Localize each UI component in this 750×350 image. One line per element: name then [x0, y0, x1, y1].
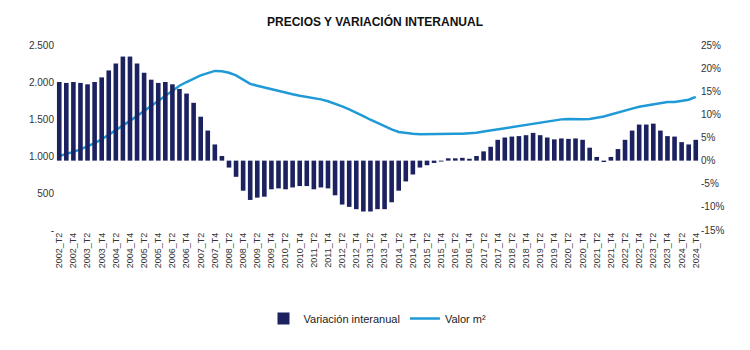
svg-text:2002_T2: 2002_T2: [54, 233, 64, 269]
svg-text:Variación interanual: Variación interanual: [304, 313, 400, 325]
svg-text:2023_T4: 2023_T4: [662, 233, 672, 269]
svg-text:2010_T4: 2010_T4: [295, 233, 305, 269]
svg-text:2012_T4: 2012_T4: [351, 233, 361, 269]
svg-text:10%: 10%: [701, 109, 721, 120]
svg-text:2013_T2: 2013_T2: [365, 233, 375, 269]
svg-text:2023_T2: 2023_T2: [648, 233, 658, 269]
svg-text:2008_T4: 2008_T4: [238, 233, 248, 269]
svg-text:2021_T2: 2021_T2: [592, 233, 602, 269]
svg-text:500: 500: [37, 188, 54, 199]
svg-text:2.500: 2.500: [29, 40, 54, 51]
svg-text:2020_T2: 2020_T2: [563, 233, 573, 269]
svg-text:2003_T2: 2003_T2: [82, 233, 92, 269]
svg-text:2019_T4: 2019_T4: [549, 233, 559, 269]
svg-text:2008_T2: 2008_T2: [224, 233, 234, 269]
svg-text:2002_T4: 2002_T4: [68, 233, 78, 269]
svg-text:PRECIOS Y VARIACIÓN INTERANUAL: PRECIOS Y VARIACIÓN INTERANUAL: [267, 14, 483, 29]
svg-text:-: -: [51, 225, 54, 236]
svg-text:2021_T4: 2021_T4: [606, 233, 616, 269]
svg-text:-15%: -15%: [701, 225, 724, 236]
svg-text:2011_T2: 2011_T2: [309, 233, 319, 268]
svg-text:2010_T2: 2010_T2: [280, 233, 290, 269]
svg-text:2005_T4: 2005_T4: [153, 233, 163, 269]
svg-text:5%: 5%: [701, 132, 716, 143]
svg-text:2024_T4: 2024_T4: [691, 233, 701, 269]
svg-text:2013_T4: 2013_T4: [379, 233, 389, 269]
svg-text:2016_T4: 2016_T4: [464, 233, 474, 269]
svg-text:15%: 15%: [701, 86, 721, 97]
svg-text:2020_T4: 2020_T4: [578, 233, 588, 269]
svg-text:1.500: 1.500: [29, 114, 54, 125]
svg-text:2003_T4: 2003_T4: [97, 233, 107, 269]
svg-text:2015_T4: 2015_T4: [436, 233, 446, 269]
svg-text:2005_T2: 2005_T2: [139, 233, 149, 269]
svg-text:2004_T4: 2004_T4: [125, 233, 135, 269]
svg-text:2022_T2: 2022_T2: [620, 233, 630, 269]
svg-text:2017_T2: 2017_T2: [479, 233, 489, 269]
svg-text:2.000: 2.000: [29, 77, 54, 88]
svg-text:25%: 25%: [701, 40, 721, 51]
svg-text:Valor m²: Valor m²: [445, 313, 486, 325]
svg-text:-5%: -5%: [701, 178, 719, 189]
svg-text:2024_T2: 2024_T2: [677, 233, 687, 269]
svg-text:2014_T4: 2014_T4: [408, 233, 418, 269]
svg-text:20%: 20%: [701, 63, 721, 74]
svg-text:2017_T4: 2017_T4: [493, 233, 503, 269]
svg-text:2019_T2: 2019_T2: [535, 233, 545, 269]
svg-text:0%: 0%: [701, 155, 716, 166]
svg-text:2009_T4: 2009_T4: [266, 233, 276, 269]
svg-text:2006_T4: 2006_T4: [181, 233, 191, 269]
svg-text:2007_T2: 2007_T2: [196, 233, 206, 269]
svg-text:2007_T4: 2007_T4: [210, 233, 220, 269]
svg-text:2018_T2: 2018_T2: [507, 233, 517, 269]
svg-text:2011_T4: 2011_T4: [323, 233, 333, 268]
svg-text:-10%: -10%: [701, 201, 724, 212]
svg-text:2016_T2: 2016_T2: [450, 233, 460, 269]
svg-text:2015_T2: 2015_T2: [422, 233, 432, 269]
svg-text:2014_T2: 2014_T2: [394, 233, 404, 269]
svg-text:2012_T2: 2012_T2: [337, 233, 347, 269]
svg-text:2022_T4: 2022_T4: [634, 233, 644, 269]
svg-text:2006_T2: 2006_T2: [167, 233, 177, 269]
svg-text:1.000: 1.000: [29, 151, 54, 162]
svg-text:2018_T4: 2018_T4: [521, 233, 531, 269]
svg-text:2004_T2: 2004_T2: [111, 233, 121, 269]
svg-text:2009_T2: 2009_T2: [252, 233, 262, 269]
